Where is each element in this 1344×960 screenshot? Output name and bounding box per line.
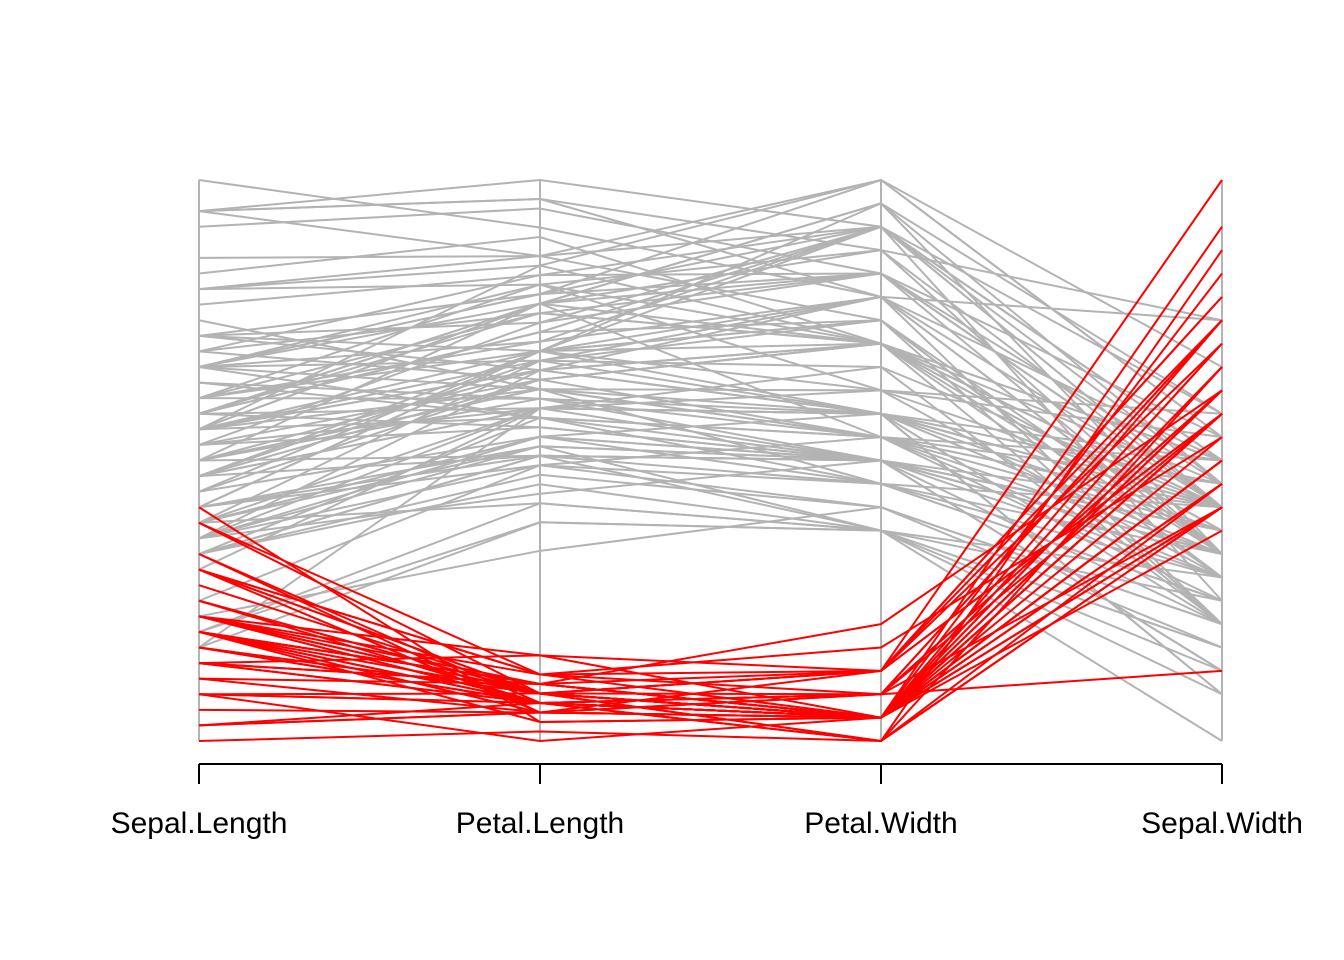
- series-line-other-95: [198, 178, 1223, 438]
- series-line-other-44: [198, 521, 1223, 672]
- series-line-setosa-14: [198, 506, 1223, 743]
- series-line-setosa-45: [198, 319, 1223, 672]
- series-line-setosa-47: [198, 319, 1223, 719]
- series-line-other-96: [198, 225, 1223, 509]
- series-layer: [198, 178, 1223, 743]
- series-line-other-99: [198, 225, 1223, 446]
- series-line-other-63: [198, 272, 1223, 509]
- series-line-setosa-50: [198, 436, 1223, 719]
- x-axis-tick-label-3: Petal.Width: [804, 807, 957, 840]
- series-line-setosa-46: [198, 506, 1223, 704]
- x-axis-tick-label-1: Sepal.Length: [111, 807, 288, 840]
- series-line-other-88: [198, 312, 1223, 485]
- x-axis-tick-label-4: Sepal.Width: [1141, 807, 1303, 840]
- series-group-other: [198, 178, 1223, 742]
- series-group-setosa: [198, 179, 1223, 743]
- series-line-other-98: [198, 295, 1223, 509]
- series-line-setosa-49: [198, 342, 1223, 719]
- series-line-other-60: [198, 178, 1223, 368]
- series-line-other-90: [198, 272, 1223, 485]
- series-line-setosa-38: [198, 366, 1223, 743]
- series-line-setosa-42: [198, 669, 1223, 714]
- series-line-setosa-17: [198, 296, 1223, 714]
- series-line-other-92: [198, 225, 1223, 485]
- axis-layer: Sepal.Length Petal.Length Petal.Width Sepal…: [111, 763, 1303, 840]
- series-line-other-94: [198, 225, 1223, 462]
- series-line-setosa-44: [198, 389, 1223, 685]
- series-line-other-33: [198, 464, 1223, 579]
- x-axis-tick-label-2: Petal.Length: [456, 807, 624, 840]
- series-line-other-93: [198, 319, 1223, 579]
